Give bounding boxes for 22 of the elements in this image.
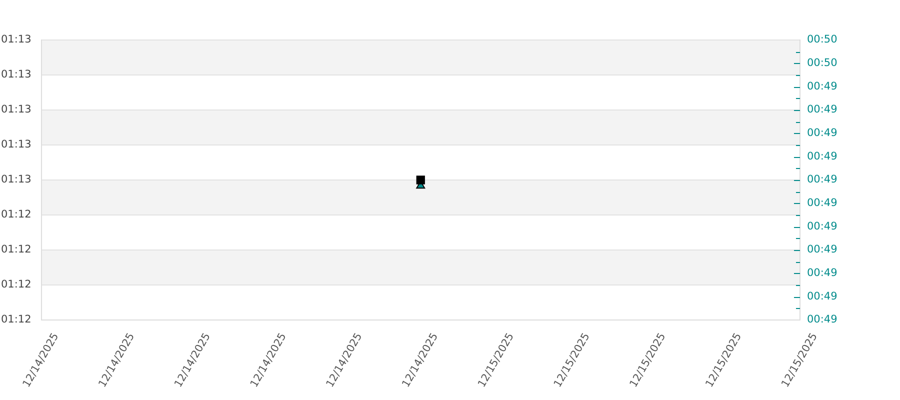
y2-tick-label: 00:49 xyxy=(807,290,838,302)
y-tick-label: 01:13 xyxy=(0,68,32,81)
y-tick-label: 01:13 xyxy=(0,174,32,186)
y2-tick-label: 00:49 xyxy=(807,267,838,280)
y-tick-label: 01:12 xyxy=(0,244,32,256)
y2-tick-label: 00:49 xyxy=(807,127,838,140)
y2-tick-label: 00:49 xyxy=(807,314,838,326)
y2-tick-label: 00:49 xyxy=(807,244,838,256)
y2-tick-label: 00:49 xyxy=(807,197,838,210)
y2-tick-label: 00:49 xyxy=(807,220,838,232)
y2-tick-label: 00:49 xyxy=(807,150,838,162)
y2-tick-label: 00:49 xyxy=(807,174,838,186)
y-tick-label: 01:13 xyxy=(0,138,32,151)
y-tick-label: 01:13 xyxy=(0,104,32,116)
y-tick-label: 01:12 xyxy=(0,208,32,221)
y2-tick-label: 00:50 xyxy=(807,57,838,70)
y2-tick-label: 00:49 xyxy=(807,80,838,92)
y-tick-label: 01:12 xyxy=(0,278,32,291)
y-tick-label: 01:12 xyxy=(0,314,32,326)
y2-tick-label: 00:50 xyxy=(807,34,838,46)
y2-tick-label: 00:49 xyxy=(807,104,838,116)
y-tick-label: 01:13 xyxy=(0,34,32,46)
